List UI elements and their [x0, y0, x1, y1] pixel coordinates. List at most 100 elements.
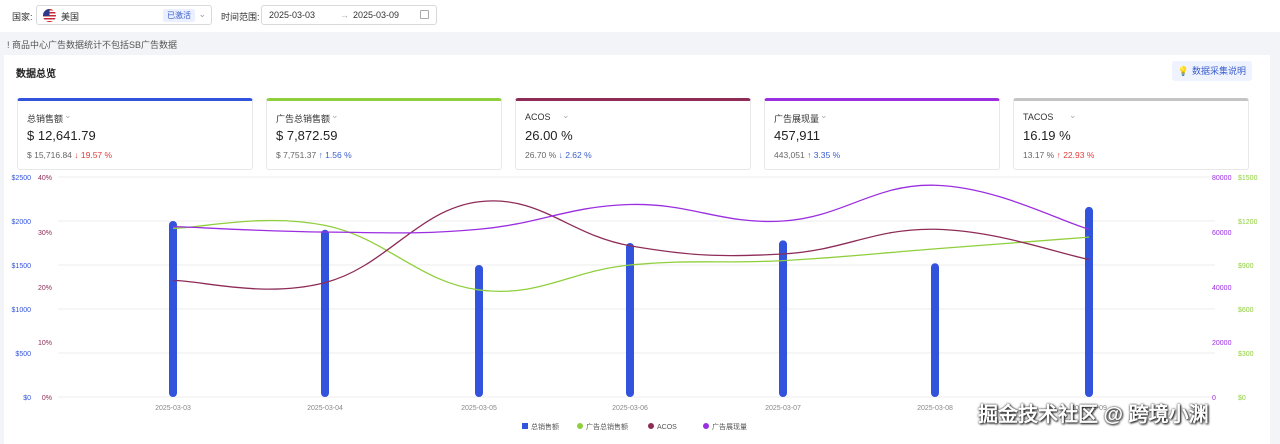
chevron-down-icon: ⌄: [198, 9, 206, 19]
axis-tick-label: $1000: [12, 307, 32, 314]
sales-bar: [626, 243, 634, 397]
axis-tick-label: $1200: [1238, 219, 1258, 226]
kpi-card[interactable]: 广告展现量 ⌄ 457,911 443,051 ↑ 3.35 %: [764, 98, 1000, 170]
x-tick-label: 2025-03-09: [1071, 405, 1107, 412]
kpi-value: 26.00 %: [525, 128, 573, 143]
x-tick-label: 2025-03-06: [612, 405, 648, 412]
kpi-delta: ↓ 19.57 %: [74, 150, 113, 160]
kpi-card[interactable]: 广告总销售额 ⌄ $ 7,872.59 $ 7,751.37 ↑ 1.56 %: [266, 98, 502, 170]
lightbulb-icon: 💡: [1177, 66, 1189, 76]
axis-tick-label: 0: [1212, 395, 1216, 402]
chevron-down-icon[interactable]: ⌄: [64, 110, 72, 120]
axis-tick-label: $500: [15, 351, 31, 358]
kpi-value: 16.19 %: [1023, 128, 1071, 143]
x-tick-label: 2025-03-07: [765, 405, 801, 412]
axis-tick-label: 60000: [1212, 230, 1232, 237]
arrow-right-icon: →: [340, 10, 349, 20]
kpi-value: $ 7,872.59: [276, 128, 338, 143]
legend-marker: [522, 423, 528, 429]
sales-bar: [779, 240, 787, 397]
kpi-compare: 13.17 % ↑ 22.93 %: [1023, 150, 1094, 160]
kpi-compare: 443,051 ↑ 3.35 %: [774, 150, 840, 160]
kpi-delta: ↑ 3.35 %: [807, 150, 841, 160]
axis-tick-label: 0%: [42, 395, 52, 402]
axis-tick-label: $0: [1238, 395, 1246, 402]
sales-bar: [475, 265, 483, 397]
x-tick-label: 2025-03-03: [155, 405, 191, 412]
calendar-icon[interactable]: [420, 10, 429, 19]
us-flag-icon: [43, 9, 56, 22]
axis-tick-label: $600: [1238, 307, 1254, 314]
axis-tick-label: 80000: [1212, 175, 1232, 182]
kpi-label[interactable]: 总销售额: [27, 114, 64, 124]
kpi-prev-value: $ 15,716.84: [27, 150, 72, 160]
kpi-label[interactable]: TACOS: [1023, 112, 1054, 122]
axis-tick-label: $300: [1238, 351, 1254, 358]
kpi-card[interactable]: ACOS ⌄ 26.00 % 26.70 % ↓ 2.62 %: [515, 98, 751, 170]
axis-tick-label: 20%: [38, 285, 52, 292]
country-select[interactable]: 美国 已激活 ⌄: [36, 5, 212, 25]
legend-label: 广告展现量: [712, 422, 747, 431]
axis-tick-label: $2000: [12, 219, 32, 226]
kpi-value: $ 12,641.79: [27, 128, 96, 143]
sales-bar: [321, 229, 329, 397]
kpi-value: 457,911: [774, 128, 821, 143]
legend-marker: [577, 423, 583, 429]
axis-tick-label: $1500: [1238, 175, 1258, 182]
kpi-prev-value: 26.70 %: [525, 150, 557, 160]
kpi-compare: 26.70 % ↓ 2.62 %: [525, 150, 592, 160]
legend-marker: [703, 423, 709, 429]
date-end-input[interactable]: 2025-03-09: [353, 10, 400, 20]
kpi-card[interactable]: TACOS ⌄ 16.19 % 13.17 % ↑ 22.93 %: [1013, 98, 1249, 170]
sales-bar: [931, 263, 939, 397]
kpi-prev-value: 13.17 %: [1023, 150, 1055, 160]
kpi-delta: ↓ 2.62 %: [558, 150, 592, 160]
kpi-label[interactable]: 广告总销售额: [276, 114, 331, 124]
status-badge: 已激活: [163, 9, 195, 22]
axis-tick-label: $1500: [12, 263, 32, 270]
date-start-input[interactable]: 2025-03-03: [269, 10, 316, 20]
kpi-prev-value: 443,051: [774, 150, 805, 160]
axis-tick-label: $2500: [12, 175, 32, 182]
kpi-label[interactable]: ACOS: [525, 112, 551, 122]
x-tick-label: 2025-03-05: [461, 405, 497, 412]
series-line: [172, 200, 1090, 290]
chevron-down-icon[interactable]: ⌄: [1069, 110, 1077, 120]
kpi-label[interactable]: 广告展现量: [774, 114, 820, 124]
chevron-down-icon[interactable]: ⌄: [820, 110, 828, 120]
series-line: [172, 184, 1090, 234]
help-button-label: 数据采集说明: [1191, 66, 1246, 76]
axis-tick-label: 20000: [1212, 340, 1232, 347]
sales-bar: [1085, 206, 1093, 397]
axis-tick-label: $900: [1238, 263, 1254, 270]
kpi-card[interactable]: 总销售额 ⌄ $ 12,641.79 $ 15,716.84 ↓ 19.57 %: [17, 98, 253, 170]
series-line: [172, 219, 1090, 292]
sales-bar: [169, 221, 177, 397]
axis-tick-label: 10%: [38, 340, 52, 347]
kpi-compare: $ 7,751.37 ↑ 1.56 %: [276, 150, 352, 160]
notice-text: ! 商品中心广告数据统计不包括SB广告数据: [7, 40, 178, 50]
legend-marker: [648, 423, 654, 429]
data-collection-help-button[interactable]: 💡 数据采集说明: [1171, 61, 1252, 81]
overview-panel: 数据总览 💡 数据采集说明 总销售额 ⌄ $ 12,641.79 $ 15,716.84…: [4, 55, 1270, 444]
axis-tick-label: 40000: [1212, 285, 1232, 292]
legend-label: ACOS: [657, 424, 677, 431]
x-tick-label: 2025-03-08: [917, 405, 953, 412]
panel-title: 数据总览: [16, 69, 56, 80]
overview-chart: $0 $500 $1000 $1500 $2000 $2500 0% 10% 20% 30% 40%…: [12, 175, 1258, 431]
axis-tick-label: 30%: [38, 230, 52, 237]
chevron-down-icon[interactable]: ⌄: [562, 110, 570, 120]
watermark: 掘金技术社区 @ 跨境小渊: [978, 404, 1209, 426]
date-range-picker[interactable]: 2025-03-03 → 2025-03-09: [261, 5, 437, 25]
legend-label: 总销售额: [531, 422, 559, 431]
country-label: 国家:: [12, 12, 33, 22]
x-tick-label: 2025-03-04: [307, 405, 343, 412]
axis-tick-label: 40%: [38, 175, 52, 182]
kpi-prev-value: $ 7,751.37: [276, 150, 317, 160]
kpi-delta: ↑ 1.56 %: [318, 150, 352, 160]
filter-bar: 国家: 美国 已激活 ⌄ 时间范围: 2025-03-03 → 2025-03-…: [0, 0, 1280, 32]
legend-label: 广告总销售额: [586, 422, 628, 431]
chevron-down-icon[interactable]: ⌄: [331, 110, 339, 120]
date-range-label: 时间范围:: [221, 12, 260, 22]
country-value: 美国: [61, 12, 80, 22]
